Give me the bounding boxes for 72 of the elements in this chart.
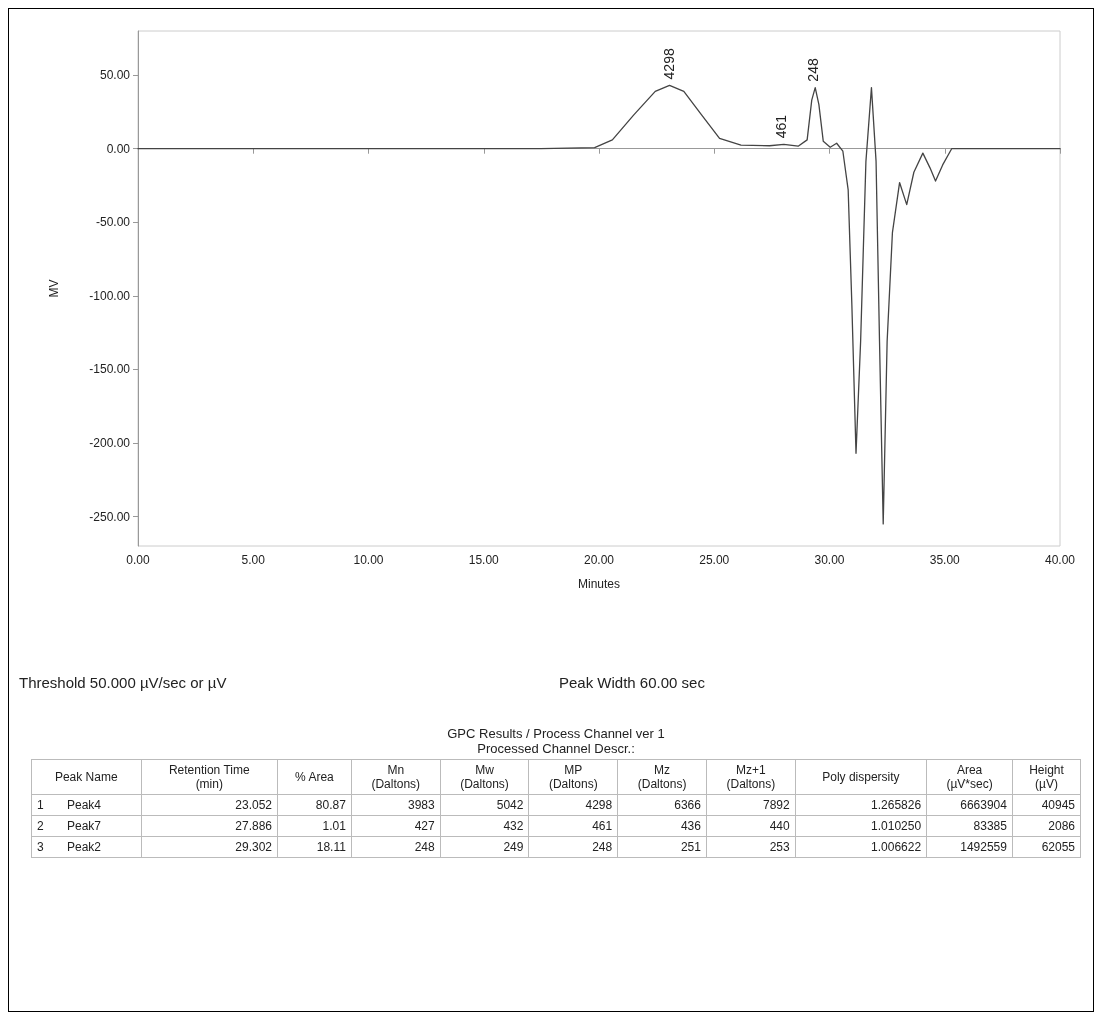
y-tick-label: -200.00 [89, 436, 131, 450]
category-label: Mn (Daltons) [351, 759, 441, 795]
text: 3983 [351, 794, 441, 816]
text: 40945 [1012, 794, 1081, 816]
text: 249 [440, 836, 529, 858]
text: 6366 [617, 794, 707, 816]
x-tick-label: 10.00 [353, 553, 384, 567]
y-tick-label: -250.00 [89, 509, 131, 524]
text: 4298 [528, 794, 618, 816]
text: Peak Width 60.00 sec [558, 674, 705, 691]
annotation: 461 [772, 114, 789, 139]
y-axis-title: MV [47, 279, 61, 298]
x-tick-label: 35.00 [929, 553, 961, 567]
text: 2086 [1012, 815, 1081, 837]
text: 436 [617, 815, 707, 837]
category-label: Mz (Daltons) [617, 759, 707, 795]
text: 29.302 [141, 836, 278, 858]
x-axis-title: Minutes [577, 577, 621, 591]
x-tick-label: 5.00 [241, 553, 266, 567]
text: 5042 [440, 794, 529, 816]
x-tick-label: 15.00 [468, 553, 500, 567]
category-label: Mz+1 (Daltons) [706, 759, 796, 795]
text: 253 [706, 836, 796, 858]
text: 248 [528, 836, 618, 858]
category-label: Mw (Daltons) [440, 759, 529, 795]
text: 1.010250 [795, 815, 927, 837]
y-tick-label: -150.00 [89, 362, 131, 377]
text: 1.006622 [795, 836, 927, 858]
text: Processed Channel Descr.: [476, 741, 636, 756]
text: 3 [31, 836, 62, 858]
category-label: Height (µV) [1012, 759, 1081, 795]
text: 432 [440, 815, 529, 837]
text: 27.886 [141, 815, 278, 837]
category-label: Area (µV*sec) [926, 759, 1013, 795]
x-tick-label: 0.00 [126, 553, 150, 567]
annotation: 248 [805, 58, 822, 82]
category-label: Poly dispersity [795, 759, 927, 795]
text: Peak4 [62, 794, 142, 816]
text: 1.265826 [795, 794, 927, 816]
text: GPC Results / Process Channel ver 1 [446, 726, 666, 741]
text: Peak2 [62, 836, 142, 858]
x-tick-label: 20.00 [583, 553, 615, 567]
annotation: 4298 [661, 48, 678, 80]
category-label: MP (Daltons) [528, 759, 618, 795]
text: 83385 [926, 815, 1013, 837]
text: Peak7 [62, 815, 142, 837]
y-tick-label: 0.00 [106, 141, 131, 156]
category-label: % Area [277, 759, 352, 795]
text: Threshold 50.000 µV/sec or µV [19, 674, 228, 691]
text: 62055 [1012, 836, 1081, 858]
text: 6663904 [926, 794, 1013, 816]
y-tick-label: 50.00 [99, 68, 131, 83]
text: 461 [528, 815, 618, 837]
text: 440 [706, 815, 796, 837]
y-tick-label: -50.00 [95, 215, 131, 230]
y-tick-label: -100.00 [89, 288, 131, 303]
category-label: Peak Name [31, 759, 142, 795]
text: 1.01 [277, 815, 352, 837]
text: 251 [617, 836, 707, 858]
text: 23.052 [141, 794, 278, 816]
category-label: Retention Time (min) [141, 759, 278, 795]
text: 248 [351, 836, 441, 858]
text: 18.11 [277, 836, 352, 858]
text: 2 [31, 815, 62, 837]
x-tick-label: 30.00 [814, 553, 845, 567]
x-tick-label: 40.00 [1044, 553, 1076, 567]
x-tick-label: 25.00 [699, 553, 730, 567]
text: 1492559 [926, 836, 1013, 858]
text: 427 [351, 815, 441, 837]
text: 7892 [706, 794, 796, 816]
text: 80.87 [277, 794, 352, 816]
text: 1 [31, 794, 62, 816]
